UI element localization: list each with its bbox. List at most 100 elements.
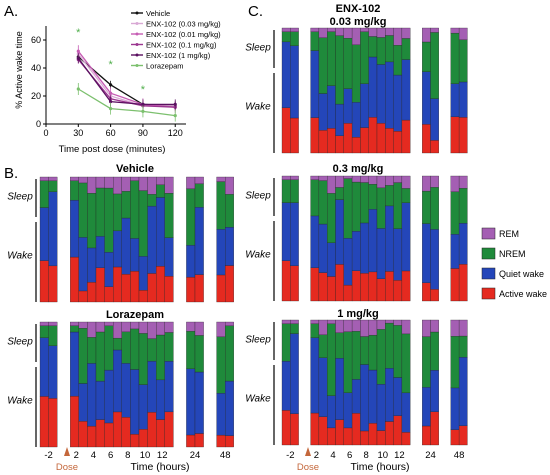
bar-segment-nrem xyxy=(393,182,403,229)
bar-segment-active-wake xyxy=(318,272,328,302)
data-point xyxy=(76,56,80,60)
bar-segment-active-wake xyxy=(216,274,226,303)
bar-segment-quiet-wake xyxy=(368,209,378,273)
bar-segment-nrem xyxy=(458,39,468,83)
bar-segment-quiet-wake xyxy=(225,227,234,266)
bar-segment-nrem xyxy=(290,179,299,203)
bar-segment-quiet-wake xyxy=(422,387,431,427)
bar-segment-nrem xyxy=(376,187,386,229)
bar-segment-nrem xyxy=(327,31,336,86)
bar-segment-nrem xyxy=(401,38,411,60)
bar-segment-rem xyxy=(147,321,157,339)
bar-segment-nrem xyxy=(422,190,431,224)
bar-segment-active-wake xyxy=(130,270,140,303)
bar-segment-nrem xyxy=(156,334,165,381)
bar-segment-quiet-wake xyxy=(351,102,361,138)
panel-c-title: ENX-102 xyxy=(336,3,381,15)
bar-segment-nrem xyxy=(422,41,431,72)
sleep-label: Sleep xyxy=(7,337,33,348)
wake-label: Wake xyxy=(7,395,33,406)
bar-segment-nrem xyxy=(87,337,97,364)
bar-segment-active-wake xyxy=(385,128,394,154)
bar-segment-quiet-wake xyxy=(216,393,226,436)
bar-segment-rem xyxy=(138,176,148,191)
bar-segment-active-wake xyxy=(48,398,58,448)
bar-segment-nrem xyxy=(95,331,105,382)
bar-segment-rem xyxy=(147,176,157,195)
bar-segment-quiet-wake xyxy=(78,383,88,422)
series-line-5 xyxy=(77,88,176,117)
data-point xyxy=(109,91,113,95)
bar-segment-quiet-wake xyxy=(310,50,320,118)
bar-segment-nrem xyxy=(216,336,226,394)
bar-segment-quiet-wake xyxy=(130,238,140,272)
bar-segment-quiet-wake xyxy=(194,371,204,434)
bar-segment-active-wake xyxy=(281,107,291,154)
bar-segment-active-wake xyxy=(104,286,114,303)
bar-segment-quiet-wake xyxy=(343,392,353,429)
bar-segment-quiet-wake xyxy=(458,81,468,118)
bar-segment-active-wake xyxy=(121,417,131,448)
bar-segment-rem xyxy=(360,319,369,337)
wake-label: Wake xyxy=(245,393,271,404)
bar-segment-rem xyxy=(194,176,204,184)
panel-a-label: A. xyxy=(4,3,18,20)
bar-segment-rem xyxy=(343,27,353,39)
bar-segment-nrem xyxy=(78,328,88,384)
significance-asterisk: * xyxy=(76,27,81,39)
bar-segment-nrem xyxy=(39,325,49,338)
bar-segment-active-wake xyxy=(147,412,157,448)
bar-segment-rem xyxy=(376,319,386,330)
bar-segment-active-wake xyxy=(225,435,234,448)
bar-segment-nrem xyxy=(281,323,291,362)
bar-segment-nrem xyxy=(104,325,114,371)
bar-segment-nrem xyxy=(385,35,394,63)
sleep-label: Sleep xyxy=(7,192,33,203)
significance-asterisk: * xyxy=(141,84,146,96)
bar-segment-active-wake xyxy=(360,273,369,302)
bar-segment-active-wake xyxy=(48,265,58,303)
bar-segment-quiet-wake xyxy=(318,357,328,417)
bar-segment-quiet-wake xyxy=(318,93,328,131)
bar-segment-quiet-wake xyxy=(138,256,148,291)
bar-segment-rem xyxy=(430,319,439,333)
dose-title-1: 1 mg/kg xyxy=(337,308,379,320)
bar-segment-nrem xyxy=(368,334,378,371)
bar-segment-quiet-wake xyxy=(343,88,353,124)
bar-segment-nrem xyxy=(290,323,299,334)
panel-a-ylabel: % Active wake time xyxy=(14,31,24,109)
legend-label: NREM xyxy=(499,249,526,259)
bar-segment-nrem xyxy=(39,180,49,208)
bar-segment-active-wake xyxy=(422,124,431,154)
bar-segment-quiet-wake xyxy=(335,358,344,420)
panel-c-legend: REM NREM Quiet wake Active wake xyxy=(481,227,547,300)
bar-segment-active-wake xyxy=(368,117,378,154)
bar-segment-nrem xyxy=(48,325,58,346)
panel-c-bars: Sleep Wake Sleep Wake Sleep Wake -2 2 4 6 8 10 12 24 4… xyxy=(245,27,468,461)
bar-segment-rem xyxy=(39,176,49,181)
bar-segment-active-wake xyxy=(430,289,439,302)
bar-segment-nrem xyxy=(450,336,460,389)
legend-swatch xyxy=(481,287,496,300)
bar-segment-active-wake xyxy=(104,422,114,448)
bar-segment-nrem xyxy=(393,45,403,76)
bar-segment-rem xyxy=(156,176,165,185)
bar-segment-quiet-wake xyxy=(376,228,386,279)
bar-segment-quiet-wake xyxy=(430,98,439,141)
bar-segment-nrem xyxy=(335,35,344,105)
bar-segment-rem xyxy=(130,321,140,330)
time-tick-label: -2 xyxy=(44,450,52,461)
legend-swatch xyxy=(481,227,496,240)
bar-segment-rem xyxy=(393,27,403,46)
bar-segment-nrem xyxy=(360,182,369,224)
bar-segment-rem xyxy=(318,27,328,38)
bar-segment-active-wake xyxy=(385,421,394,446)
bar-segment-quiet-wake xyxy=(310,337,320,414)
bar-segment-rem xyxy=(39,321,49,326)
bar-segment-nrem xyxy=(368,36,378,58)
legend-label: Active wake xyxy=(499,289,547,299)
bar-segment-nrem xyxy=(327,323,336,396)
bar-segment-quiet-wake xyxy=(95,236,105,268)
bar-segment-active-wake xyxy=(450,116,460,154)
bar-segment-nrem xyxy=(138,333,148,385)
